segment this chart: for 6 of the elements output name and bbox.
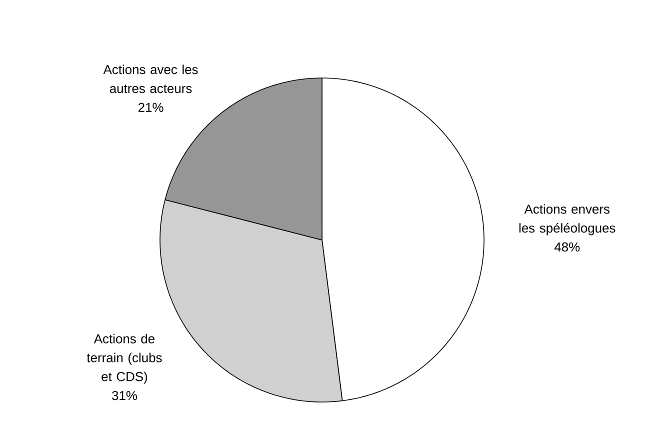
slice-label: Actions avec les autres acteurs [103,64,198,94]
data-label: 48% [554,242,580,252]
data-label: 21% [138,102,164,112]
data-label: 31% [112,390,137,400]
slice-label: Actions envers les spéléologues [519,204,616,236]
slice-label: Actions de terrain (clubs et CDS) [86,334,162,384]
